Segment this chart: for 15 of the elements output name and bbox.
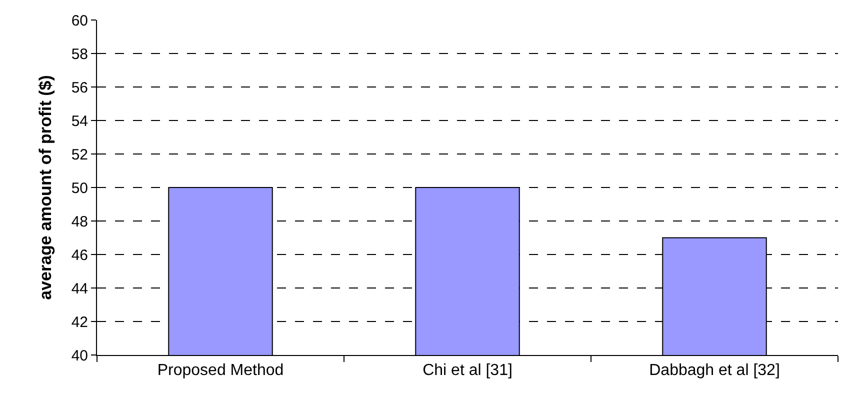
y-axis-title: average amount of profit ($) (36, 75, 55, 300)
y-tick-label: 40 (71, 347, 88, 364)
y-tick-label: 48 (71, 213, 88, 230)
y-tick-label: 54 (71, 112, 88, 130)
y-tick-label: 42 (71, 314, 88, 331)
y-tick-label: 46 (71, 246, 88, 264)
y-tick-label: 60 (71, 12, 88, 30)
x-tick-label: Proposed Method (157, 362, 284, 380)
x-tick-label: Dabbagh et al [32] (649, 362, 780, 380)
y-tick-label: 58 (71, 46, 88, 63)
y-tick-label: 56 (71, 79, 88, 96)
y-tick-label: 50 (71, 180, 88, 197)
y-tick-label: 44 (71, 280, 88, 298)
x-tick-label: Chi et al [31] (422, 362, 512, 380)
y-tick-label: 52 (71, 146, 88, 164)
